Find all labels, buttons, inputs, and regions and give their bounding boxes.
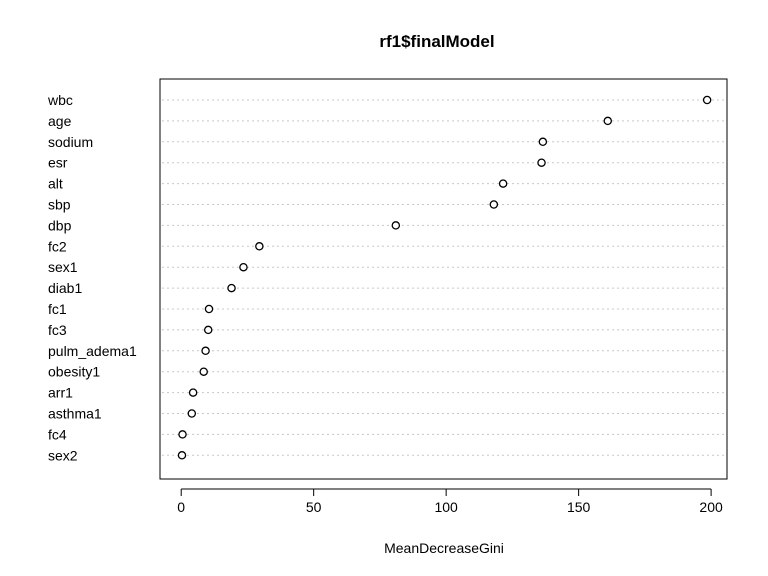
data-point [489, 200, 499, 209]
category-label: sodium [48, 134, 93, 150]
data-point [203, 325, 213, 335]
chart-title: rf1$finalModel [379, 32, 494, 51]
x-tick-label: 100 [434, 499, 458, 515]
category-label: fc4 [48, 426, 67, 442]
x-tick-label: 50 [306, 499, 322, 515]
data-point [177, 451, 187, 460]
data-point [187, 409, 197, 418]
category-label: pulm_adema1 [48, 343, 137, 359]
x-axis-label: MeanDecreaseGini [384, 540, 504, 556]
data-point [537, 158, 546, 167]
category-label: dbp [48, 217, 72, 233]
data-point [227, 283, 236, 293]
data-point [239, 262, 248, 272]
x-tick-label: 150 [567, 499, 591, 515]
x-axis: 0 50 100 150 200 [177, 488, 723, 515]
category-labels: wbc age sodium esr alt sbp dbp fc2 sex1 diab1 fc1 f… [47, 92, 137, 463]
x-tick-label: 0 [177, 499, 185, 515]
category-label: sex1 [48, 259, 78, 275]
plot-area-frame [159, 78, 728, 480]
x-tick-label: 200 [699, 499, 723, 515]
category-label: wbc [47, 92, 73, 108]
category-label: diab1 [48, 280, 82, 296]
data-point [199, 367, 208, 376]
data-point [188, 388, 198, 397]
data-point [702, 95, 712, 105]
category-label: arr1 [48, 385, 73, 401]
category-label: fc3 [48, 322, 67, 338]
category-label: fc1 [48, 301, 67, 317]
category-label: fc2 [48, 238, 67, 254]
data-point [498, 179, 508, 188]
category-label: age [48, 113, 72, 129]
data-point [201, 346, 210, 356]
data-points [177, 95, 712, 460]
data-point [255, 242, 264, 251]
category-label: asthma1 [48, 406, 102, 422]
data-point [538, 137, 548, 147]
category-label: esr [48, 155, 68, 171]
category-label: alt [48, 176, 63, 192]
data-point [391, 221, 401, 230]
category-label: sex2 [48, 447, 78, 463]
category-label: sbp [48, 197, 71, 213]
data-point [178, 430, 187, 439]
category-label: obesity1 [48, 364, 100, 380]
data-point [204, 304, 214, 314]
data-point [603, 116, 613, 126]
grid-lines [162, 99, 725, 456]
